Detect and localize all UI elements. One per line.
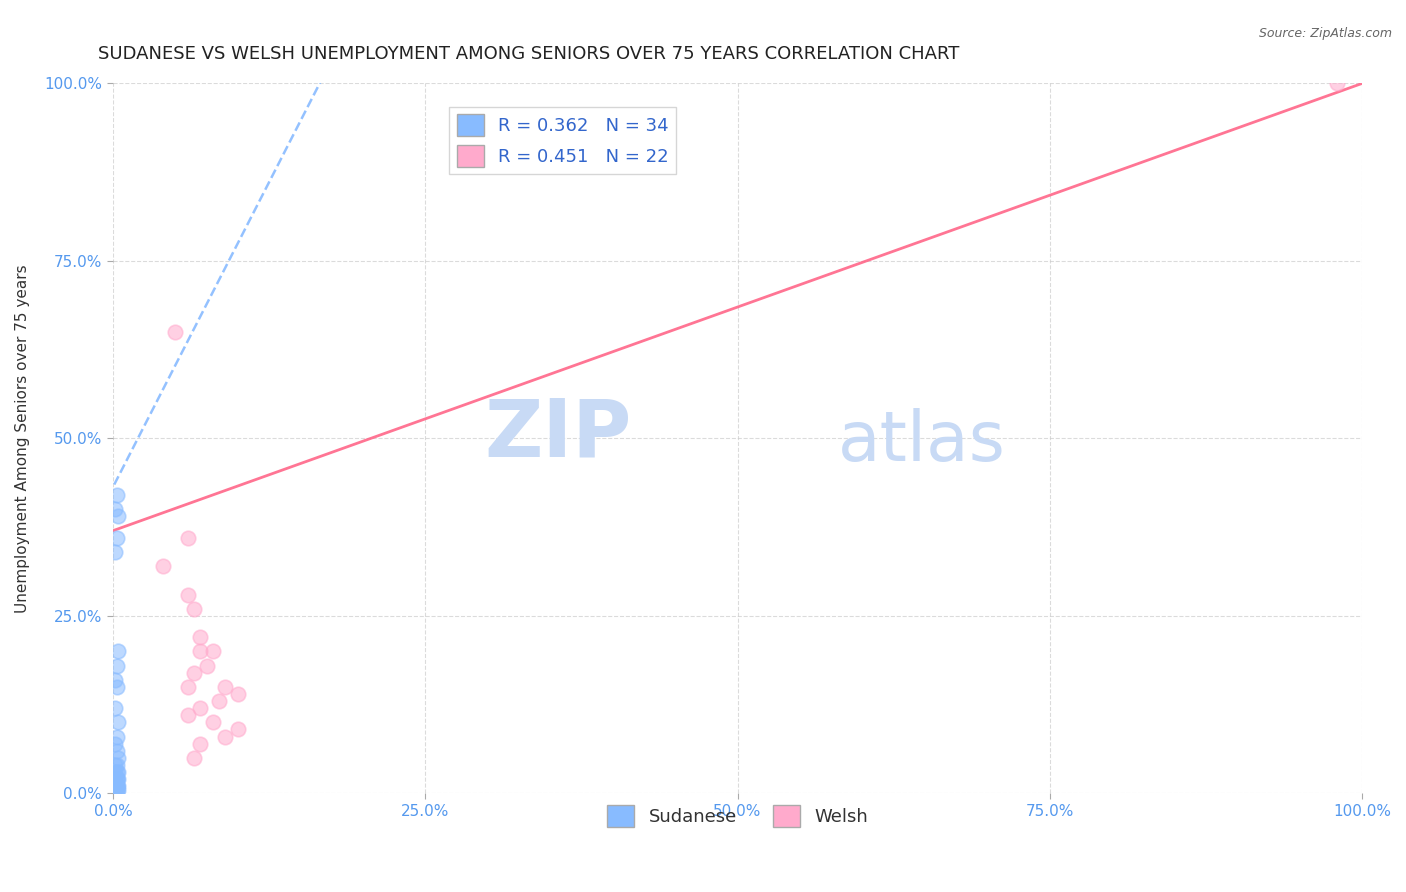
Point	[190, 644, 212, 658]
Point	[214, 730, 236, 744]
Point	[105, 772, 128, 786]
Text: ZIP: ZIP	[484, 396, 631, 474]
Point	[107, 509, 129, 524]
Point	[104, 502, 127, 516]
Legend: Sudanese, Welsh: Sudanese, Welsh	[600, 797, 876, 834]
Point	[104, 673, 127, 687]
Point	[107, 765, 129, 780]
Point	[183, 601, 205, 615]
Point	[177, 680, 200, 694]
Point	[226, 687, 249, 701]
Point	[105, 779, 128, 793]
Point	[190, 630, 212, 644]
Point	[105, 488, 128, 502]
Point	[104, 779, 127, 793]
Text: SUDANESE VS WELSH UNEMPLOYMENT AMONG SENIORS OVER 75 YEARS CORRELATION CHART: SUDANESE VS WELSH UNEMPLOYMENT AMONG SEN…	[98, 45, 960, 62]
Point	[201, 715, 224, 730]
Point	[177, 588, 200, 602]
Point	[105, 784, 128, 798]
Point	[214, 680, 236, 694]
Text: atlas: atlas	[838, 409, 1005, 475]
Point	[1326, 77, 1348, 91]
Point	[105, 765, 128, 780]
Point	[105, 772, 128, 786]
Point	[107, 779, 129, 793]
Y-axis label: Unemployment Among Seniors over 75 years: Unemployment Among Seniors over 75 years	[15, 264, 30, 613]
Text: Source: ZipAtlas.com: Source: ZipAtlas.com	[1258, 27, 1392, 40]
Point	[104, 782, 127, 797]
Point	[107, 782, 129, 797]
Point	[104, 545, 127, 559]
Point	[105, 730, 128, 744]
Point	[105, 779, 128, 793]
Point	[152, 559, 174, 574]
Point	[195, 658, 218, 673]
Point	[183, 751, 205, 765]
Point	[183, 665, 205, 680]
Point	[105, 680, 128, 694]
Point	[201, 644, 224, 658]
Point	[105, 744, 128, 758]
Point	[107, 644, 129, 658]
Point	[105, 531, 128, 545]
Point	[104, 701, 127, 715]
Point	[107, 751, 129, 765]
Point	[104, 779, 127, 793]
Point	[165, 325, 187, 339]
Point	[105, 779, 128, 793]
Point	[190, 737, 212, 751]
Point	[107, 715, 129, 730]
Point	[105, 658, 128, 673]
Point	[104, 737, 127, 751]
Point	[104, 772, 127, 786]
Point	[177, 708, 200, 723]
Point	[104, 758, 127, 772]
Point	[190, 701, 212, 715]
Point	[107, 772, 129, 786]
Point	[226, 723, 249, 737]
Point	[105, 758, 128, 772]
Point	[105, 782, 128, 797]
Point	[208, 694, 231, 708]
Point	[104, 765, 127, 780]
Point	[177, 531, 200, 545]
